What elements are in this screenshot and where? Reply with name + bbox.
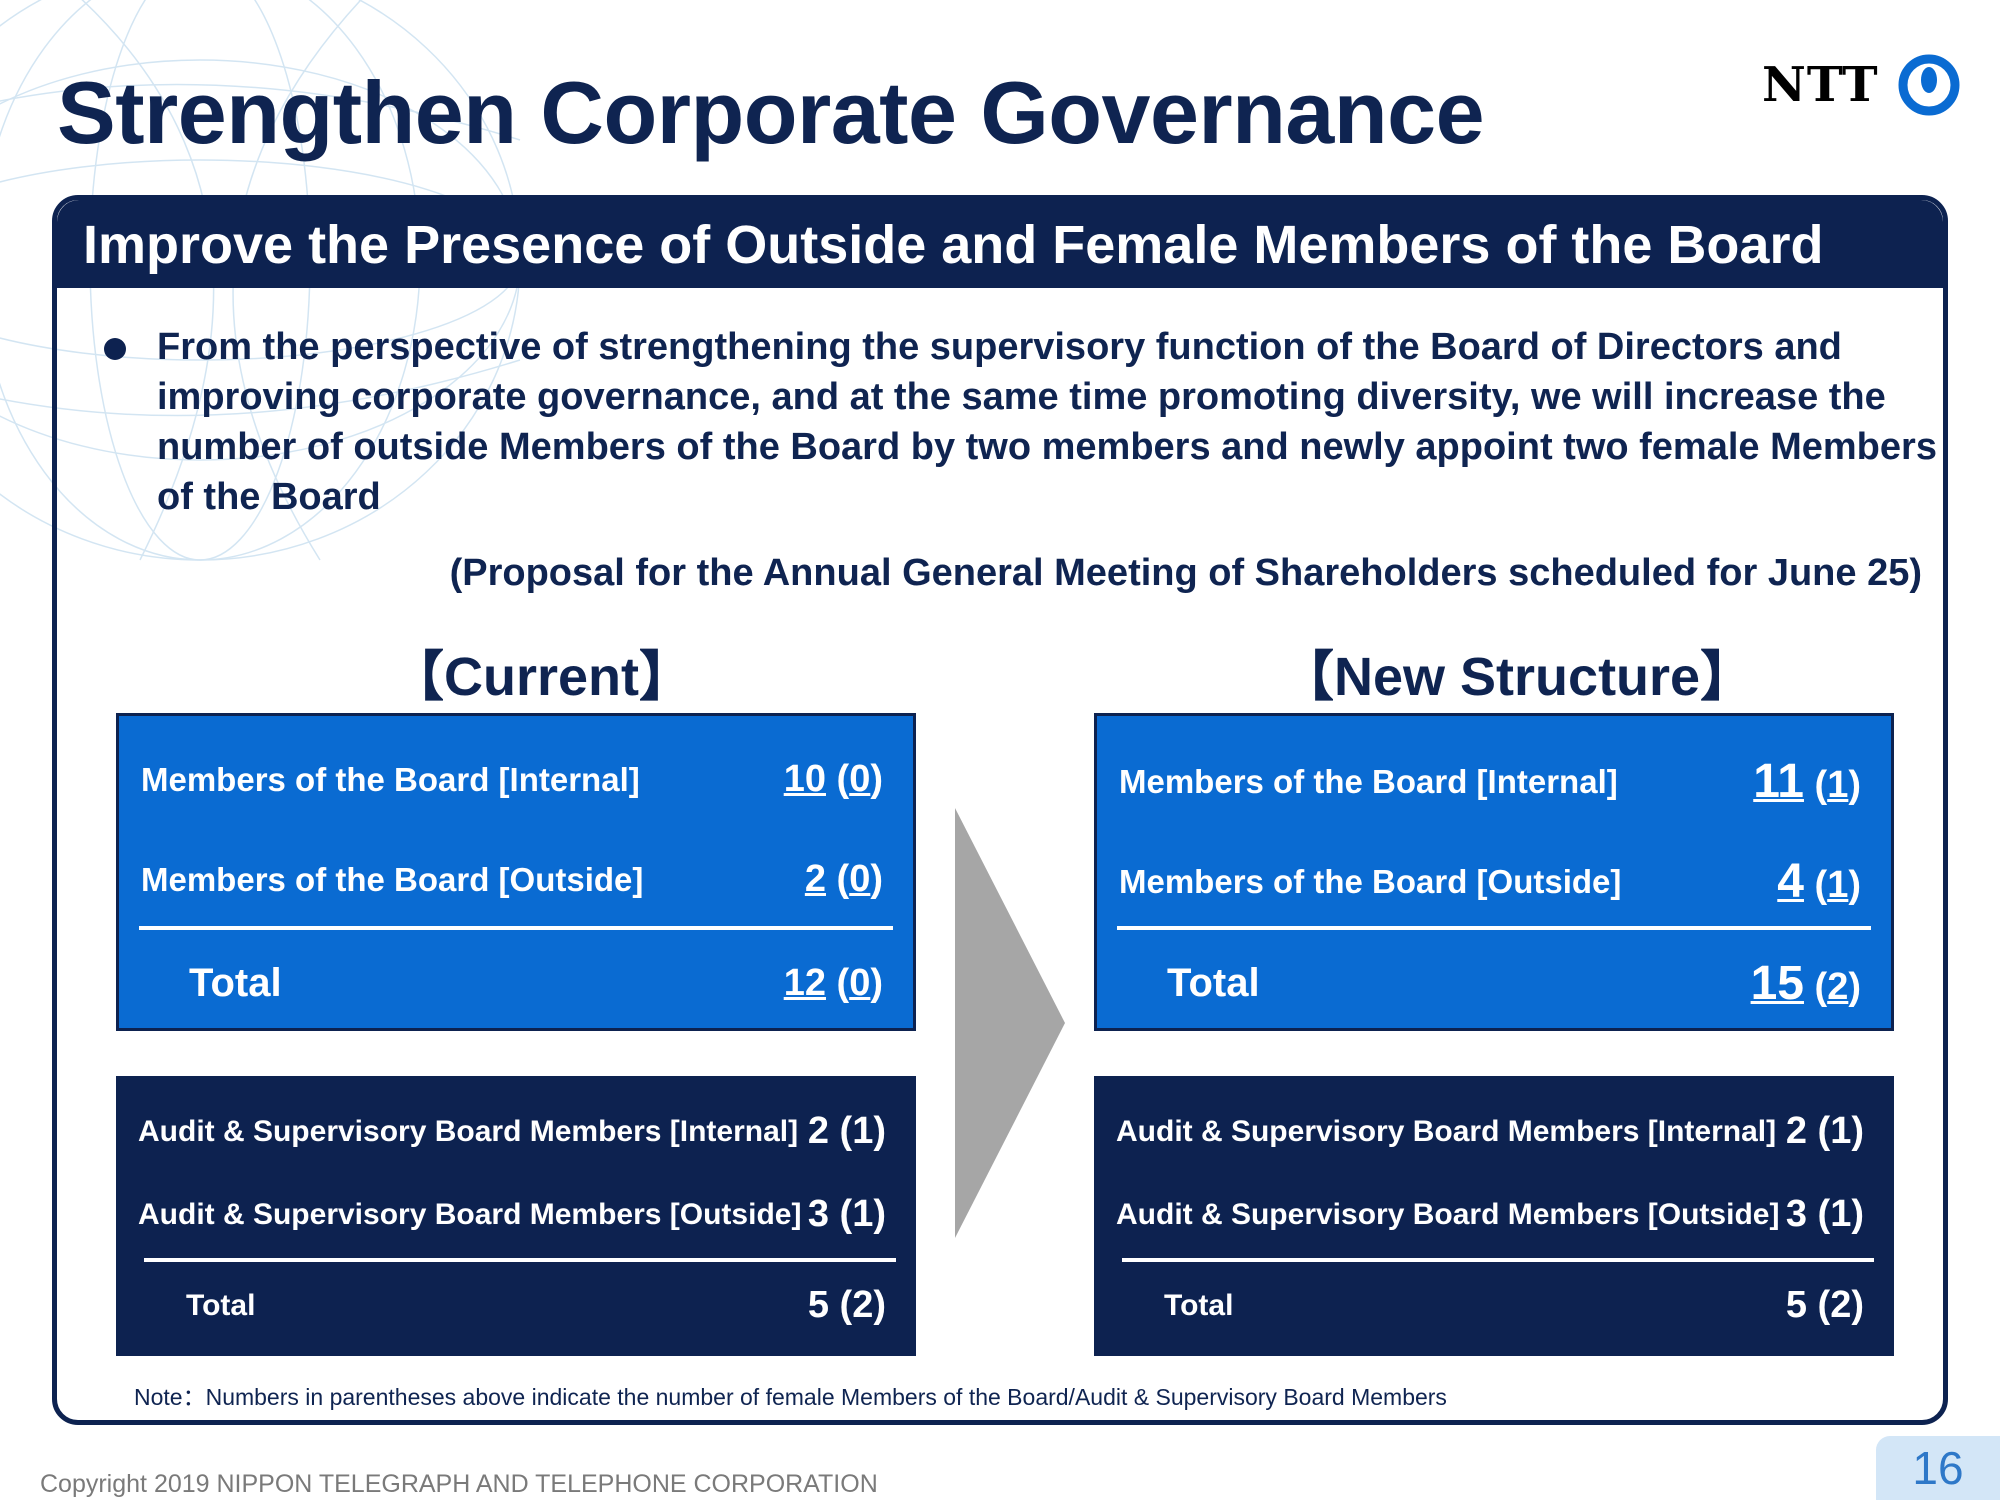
row-value: 3 (1) [1785, 1193, 1864, 1235]
page-title: Strengthen Corporate Governance [57, 63, 1485, 162]
row-value: 5 (2) [807, 1284, 886, 1326]
current-heading: 【Current】 [390, 647, 694, 707]
row-value: 12 (0) [783, 962, 883, 1004]
row-label: Members of the Board [Outside] [141, 860, 644, 898]
audit-row-total: Total 5 (2) [1116, 1284, 1864, 1327]
row-label: Audit & Supervisory Board Members [Inter… [138, 1114, 799, 1148]
new-structure-heading: 【New Structure】 [1280, 647, 1755, 707]
audit-row-outside: Audit & Supervisory Board Members [Outsi… [1116, 1193, 1864, 1236]
bullet-icon [104, 338, 126, 360]
row-label: Audit & Supervisory Board Members [Outsi… [1116, 1197, 1780, 1231]
board-row-internal: Members of the Board [Internal] 10 (0) [141, 758, 883, 801]
row-label: Total [1167, 961, 1260, 1005]
row-value: 5 (2) [1785, 1284, 1864, 1326]
row-divider [144, 1258, 896, 1262]
board-row-total: Total 12 (0) [141, 961, 883, 1006]
board-row-outside: Members of the Board [Outside] 2 (0) [141, 858, 883, 901]
board-row-outside: Members of the Board [Outside] 4 (1) [1119, 854, 1861, 909]
new-board-box: Members of the Board [Internal] 11 (1) M… [1094, 713, 1894, 1031]
row-label: Total [189, 961, 282, 1005]
logo-text: NTT [1762, 57, 1879, 113]
row-value: 2 (0) [804, 858, 883, 900]
copyright-text: Copyright 2019 NIPPON TELEGRAPH AND TELE… [40, 1470, 878, 1498]
board-row-internal: Members of the Board [Internal] 11 (1) [1119, 754, 1861, 809]
transition-arrow-icon [955, 808, 1065, 1238]
audit-row-outside: Audit & Supervisory Board Members [Outsi… [138, 1193, 886, 1236]
ntt-logo: NTT [1762, 52, 1961, 118]
current-audit-box: Audit & Supervisory Board Members [Inter… [116, 1076, 916, 1356]
intro-paragraph: From the perspective of strengthening th… [157, 326, 1937, 518]
ntt-ring-logo-icon [1898, 54, 1960, 116]
new-audit-box: Audit & Supervisory Board Members [Inter… [1094, 1076, 1894, 1356]
row-value: 10 (0) [783, 758, 883, 800]
row-label: Members of the Board [Internal] [1119, 762, 1618, 800]
row-label: Total [1164, 1288, 1234, 1322]
footnote: Note：Numbers in parentheses above indica… [134, 1384, 1447, 1410]
row-value: 15 (2) [1750, 957, 1861, 1010]
audit-row-internal: Audit & Supervisory Board Members [Inter… [138, 1110, 886, 1153]
row-divider [139, 926, 893, 930]
current-board-box: Members of the Board [Internal] 10 (0) M… [116, 713, 916, 1031]
row-label: Members of the Board [Outside] [1119, 862, 1622, 900]
row-label: Members of the Board [Internal] [141, 760, 640, 798]
row-divider [1117, 926, 1871, 930]
audit-row-internal: Audit & Supervisory Board Members [Inter… [1116, 1110, 1864, 1153]
row-value: 11 (1) [1753, 755, 1861, 808]
row-value: 2 (1) [807, 1110, 886, 1152]
audit-row-total: Total 5 (2) [138, 1284, 886, 1327]
row-divider [1122, 1258, 1874, 1262]
row-value: 2 (1) [1785, 1110, 1864, 1152]
row-label: Total [186, 1288, 256, 1322]
row-value: 4 (1) [1777, 855, 1861, 908]
page-number: 16 [1876, 1436, 2000, 1500]
panel-header-bar [57, 200, 1943, 288]
row-label: Audit & Supervisory Board Members [Outsi… [138, 1197, 802, 1231]
panel-heading: Improve the Presence of Outside and Fema… [83, 215, 1824, 275]
row-label: Audit & Supervisory Board Members [Inter… [1116, 1114, 1777, 1148]
row-value: 3 (1) [807, 1193, 886, 1235]
proposal-note: (Proposal for the Annual General Meeting… [449, 552, 1922, 594]
content-panel [52, 195, 1948, 1425]
board-row-total: Total 15 (2) [1119, 956, 1861, 1011]
